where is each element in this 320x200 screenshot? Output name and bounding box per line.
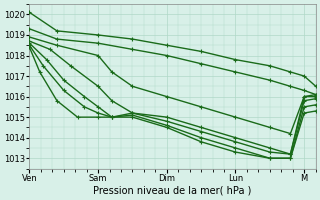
X-axis label: Pression niveau de la mer( hPa ): Pression niveau de la mer( hPa ) [93,186,252,196]
